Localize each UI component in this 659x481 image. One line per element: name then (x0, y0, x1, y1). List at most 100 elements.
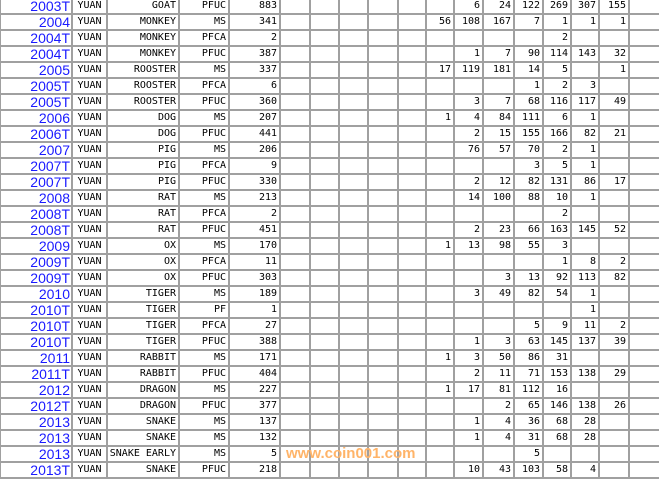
animal-cell: DRAGON (106, 397, 180, 415)
grade-cell (453, 253, 484, 271)
year-link[interactable]: 2009 (0, 237, 73, 255)
empty-cell (279, 125, 311, 143)
grade-cell: 1 (570, 141, 600, 159)
grade-cell: 166 (542, 125, 572, 143)
year-link[interactable]: 2010 (0, 285, 73, 303)
year-link[interactable]: 2004T (0, 45, 73, 63)
grade-cell: 49 (482, 285, 515, 303)
year-link[interactable]: 2013 (0, 413, 73, 431)
year-link[interactable]: 2005T (0, 93, 73, 111)
empty-cell (397, 301, 427, 319)
grade-cell (425, 461, 455, 479)
grade-cell (453, 205, 484, 223)
year-link[interactable]: 2005 (0, 61, 73, 79)
table-row: 2008T YUAN RAT PFCA 2 2 (0, 205, 659, 223)
grade-cell: 17 (425, 61, 455, 79)
type-cell: PFUC (178, 397, 230, 415)
empty-cell (309, 61, 340, 79)
grade-cell (513, 205, 544, 223)
year-link[interactable]: 2010T (0, 317, 73, 335)
grade-cell (570, 237, 600, 255)
empty-cell (309, 349, 340, 367)
animal-cell: OX (106, 237, 180, 255)
count-cell: 6 (228, 77, 281, 95)
grade-cell: 26 (598, 397, 630, 415)
year-link[interactable]: 2012 (0, 381, 73, 399)
empty-cell (279, 109, 311, 127)
year-link[interactable]: 2011 (0, 349, 73, 367)
empty-cell (309, 413, 340, 431)
year-link[interactable]: 2004 (0, 13, 73, 31)
year-link[interactable]: 2007T (0, 173, 73, 191)
year-link[interactable]: 2013 (0, 429, 73, 447)
year-link[interactable]: 2010T (0, 301, 73, 319)
year-link[interactable]: 2006 (0, 109, 73, 127)
empty-cell (397, 365, 427, 383)
type-cell: PFCA (178, 205, 230, 223)
year-link[interactable]: 2010T (0, 333, 73, 351)
grade-cell (425, 205, 455, 223)
grade-cell (570, 381, 600, 399)
grade-cell: 1 (425, 237, 455, 255)
empty-cell (279, 0, 311, 15)
grade-cell: 17 (453, 381, 484, 399)
year-link[interactable]: 2009T (0, 253, 73, 271)
grade-cell: 145 (570, 221, 600, 239)
grade-cell: 57 (482, 141, 515, 159)
table-row: 2010T YUAN TIGER PFUC 388 1 3 63 145 137 39 (0, 333, 659, 351)
empty-cell (628, 157, 659, 175)
grade-cell (482, 253, 515, 271)
year-link[interactable]: 2013T (0, 461, 73, 479)
grade-cell: 17 (598, 173, 630, 191)
grade-cell: 6 (453, 0, 484, 15)
table-row: 2006T YUAN DOG PFUC 441 2 15 155 166 82 21 (0, 125, 659, 143)
country-cell: YUAN (71, 445, 108, 463)
year-link[interactable]: 2007 (0, 141, 73, 159)
empty-cell (338, 381, 369, 399)
grade-cell: 50 (482, 349, 515, 367)
empty-cell (309, 13, 340, 31)
grade-cell: 155 (513, 125, 544, 143)
year-link[interactable]: 2008 (0, 189, 73, 207)
year-link[interactable]: 2008T (0, 221, 73, 239)
year-link[interactable]: 2011T (0, 365, 73, 383)
table-row: 2009 YUAN OX MS 170 1 13 98 55 3 (0, 237, 659, 255)
animal-cell: DRAGON (106, 381, 180, 399)
empty-cell (279, 285, 311, 303)
empty-cell (279, 221, 311, 239)
grade-cell: 3 (513, 157, 544, 175)
year-link[interactable]: 2012T (0, 397, 73, 415)
count-cell: 377 (228, 397, 281, 415)
type-cell: PFUC (178, 461, 230, 479)
grade-cell: 146 (542, 397, 572, 415)
year-link[interactable]: 2005T (0, 77, 73, 95)
year-link[interactable]: 2009T (0, 269, 73, 287)
empty-cell (628, 301, 659, 319)
year-link[interactable]: 2004T (0, 29, 73, 47)
empty-cell (628, 221, 659, 239)
empty-cell (628, 125, 659, 143)
grade-cell: 2 (542, 205, 572, 223)
year-link[interactable]: 2008T (0, 205, 73, 223)
grade-cell (453, 301, 484, 319)
empty-cell (279, 413, 311, 431)
table-row: 2008 YUAN RAT MS 213 14 100 88 10 1 (0, 189, 659, 207)
count-cell: 387 (228, 45, 281, 63)
empty-cell (309, 173, 340, 191)
year-link[interactable]: 2003T (0, 0, 73, 15)
grade-cell (425, 317, 455, 335)
animal-cell: GOAT (106, 0, 180, 15)
grade-cell: 1 (570, 189, 600, 207)
type-cell: PF (178, 301, 230, 319)
empty-cell (628, 93, 659, 111)
grade-cell (598, 77, 630, 95)
year-link[interactable]: 2013 (0, 445, 73, 463)
grade-cell (482, 77, 515, 95)
country-cell: YUAN (71, 45, 108, 63)
empty-cell (397, 237, 427, 255)
grade-cell: 4 (570, 461, 600, 479)
year-link[interactable]: 2006T (0, 125, 73, 143)
grade-cell (453, 317, 484, 335)
grade-cell (425, 29, 455, 47)
year-link[interactable]: 2007T (0, 157, 73, 175)
